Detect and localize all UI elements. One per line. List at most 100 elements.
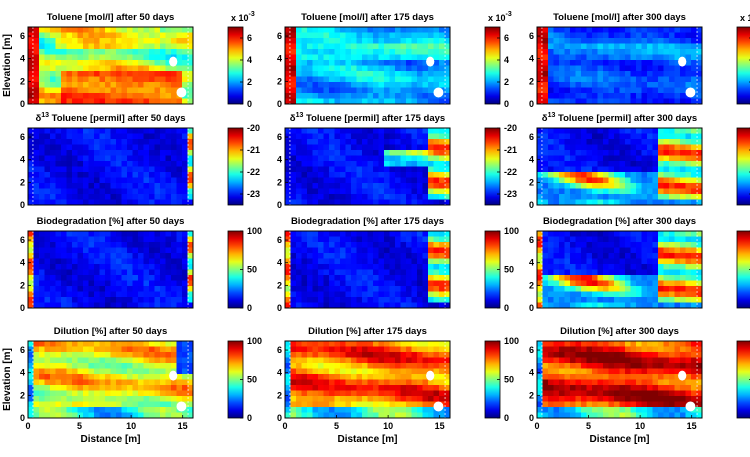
heatmap-cell — [548, 76, 554, 83]
heatmap-cell — [99, 247, 106, 254]
heatmap-cell — [658, 341, 664, 347]
heatmap-cell — [127, 194, 133, 200]
heatmap-cell — [658, 302, 664, 309]
heatmap-cell — [33, 242, 40, 248]
heatmap-cell — [422, 183, 429, 189]
heatmap-cell — [105, 352, 111, 358]
heatmap-cell — [411, 54, 418, 61]
heatmap-cell — [669, 82, 675, 88]
heatmap-cell — [674, 71, 681, 77]
heatmap-cell — [696, 286, 703, 292]
heatmap-cell — [176, 183, 183, 189]
heatmap-cell — [312, 401, 319, 408]
heatmap-cell — [110, 363, 117, 369]
heatmap-cell — [691, 71, 697, 77]
heatmap-cell — [389, 139, 396, 145]
heatmap-cell — [400, 291, 407, 298]
heatmap-cell — [411, 346, 418, 353]
heatmap-cell — [345, 161, 352, 167]
heatmap-cell — [345, 390, 352, 397]
heatmap-cell — [138, 385, 144, 391]
heatmap-cell — [340, 166, 346, 173]
heatmap-cell — [94, 368, 100, 375]
heatmap-cell — [422, 275, 429, 281]
heatmap-cell — [581, 139, 587, 145]
heatmap-cell — [559, 87, 565, 94]
heatmap-cell — [575, 27, 582, 33]
heatmap-cell — [138, 258, 144, 265]
heatmap-cell — [88, 231, 95, 237]
heatmap-cell — [641, 286, 648, 292]
heatmap-cell — [537, 188, 543, 195]
heatmap-cell — [362, 49, 368, 55]
heatmap-cell — [340, 363, 346, 369]
heatmap-cell — [439, 194, 445, 200]
heatmap-cell — [542, 98, 549, 105]
heatmap-cell — [625, 38, 631, 44]
heatmap-cell — [323, 258, 330, 265]
heatmap-cell — [439, 98, 445, 105]
heatmap-cell — [94, 275, 100, 281]
heatmap-cell — [94, 352, 100, 358]
heatmap-cell — [143, 183, 150, 189]
heatmap-cell — [77, 65, 84, 72]
heatmap-cell — [83, 98, 89, 105]
heatmap-cell — [187, 49, 194, 55]
heatmap-cell — [608, 286, 615, 292]
heatmap-cell — [592, 341, 598, 347]
heatmap-cell — [630, 199, 637, 206]
heatmap-cell — [537, 150, 543, 156]
heatmap-cell — [636, 247, 642, 254]
heatmap-cell — [55, 82, 62, 88]
heatmap-cell — [652, 264, 659, 270]
heatmap-cell — [548, 269, 554, 276]
heatmap-cell — [143, 194, 150, 200]
heatmap-cell — [406, 401, 412, 408]
heatmap-cell — [165, 183, 172, 189]
heatmap-cell — [66, 93, 73, 99]
heatmap-cell — [542, 194, 549, 200]
heatmap-cell — [116, 341, 122, 347]
heatmap-cell — [99, 43, 106, 50]
heatmap-cell — [641, 280, 648, 287]
heatmap-cell — [411, 183, 418, 189]
heatmap-cell — [149, 82, 155, 88]
heatmap-cell — [345, 264, 352, 270]
heatmap-cell — [307, 385, 313, 391]
heatmap-cell — [564, 82, 571, 88]
heatmap-cell — [406, 133, 412, 140]
heatmap-cell — [290, 242, 297, 248]
heatmap-cell — [99, 302, 106, 309]
heatmap-cell — [329, 27, 335, 33]
heatmap-cell — [614, 27, 620, 33]
heatmap-cell — [301, 352, 308, 358]
heatmap-cell — [570, 32, 576, 39]
heatmap-cell — [373, 150, 379, 156]
heatmap-cell — [378, 368, 385, 375]
heatmap-cell — [685, 286, 692, 292]
heatmap-cell — [647, 258, 653, 265]
heatmap-cell — [422, 161, 429, 167]
heatmap-cell — [395, 199, 401, 206]
heatmap-cell — [575, 93, 582, 99]
heatmap-cell — [696, 155, 703, 162]
heatmap-cell — [176, 363, 183, 369]
heatmap-cell — [28, 98, 34, 105]
heatmap-cell — [417, 93, 423, 99]
heatmap-cell — [378, 139, 385, 145]
heatmap-cell — [652, 144, 659, 151]
heatmap-cell — [696, 82, 703, 88]
heatmap-cell — [378, 172, 385, 178]
heatmap-cell — [99, 291, 106, 298]
heatmap-cell — [608, 231, 615, 237]
heatmap-cell — [592, 54, 598, 61]
heatmap-cell — [345, 302, 352, 309]
heatmap-cell — [581, 199, 587, 206]
heatmap-cell — [340, 385, 346, 391]
heatmap-cell — [433, 65, 440, 72]
heatmap-cell — [154, 144, 161, 151]
heatmap-cell — [389, 144, 396, 151]
heatmap-cell — [33, 71, 40, 77]
heatmap-cell — [154, 93, 161, 99]
heatmap-cell — [630, 166, 637, 173]
